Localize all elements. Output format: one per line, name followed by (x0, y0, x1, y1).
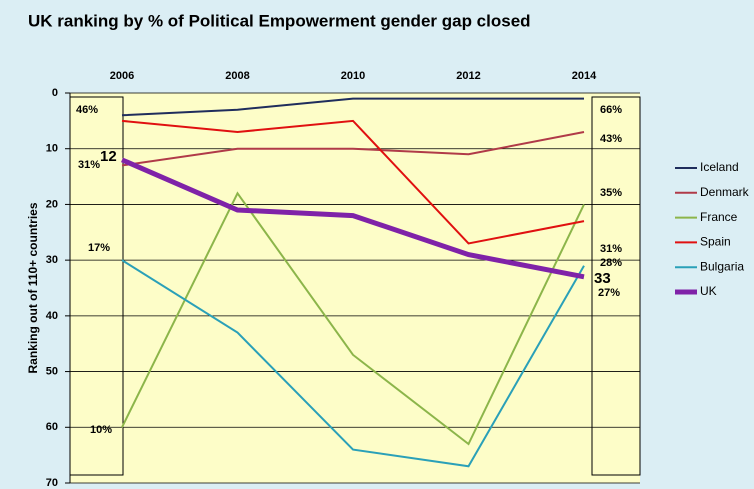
legend-label: Spain (700, 235, 731, 249)
y-tick-label: 10 (46, 143, 58, 155)
plot-area (70, 93, 640, 483)
annotation: 46% (76, 104, 98, 116)
series-line (121, 131, 585, 167)
x-tick-label: 2012 (456, 70, 480, 82)
x-tick-label: 2014 (572, 70, 597, 82)
x-tick-label: 2008 (225, 70, 249, 82)
y-tick-label: 0 (52, 87, 58, 99)
y-tick-label: 20 (46, 198, 58, 210)
legend-label: UK (700, 284, 717, 298)
x-tick-label: 2010 (341, 70, 365, 82)
annotation: 12 (100, 148, 117, 165)
series-line (121, 191, 585, 446)
legend-label: Iceland (700, 160, 739, 174)
annotation: 10% (90, 424, 112, 436)
y-axis-label: Ranking out of 110+ countries (26, 202, 40, 373)
annotation: 43% (600, 133, 622, 145)
y-tick-label: 60 (46, 421, 58, 433)
annotation: 31% (78, 159, 100, 171)
chart-title: UK ranking by % of Political Empowerment… (28, 11, 531, 30)
annotation: 27% (598, 287, 620, 299)
y-tick-label: 50 (46, 365, 58, 377)
y-tick-label: 30 (46, 254, 58, 266)
annotation: 33 (594, 270, 611, 287)
series-line (121, 157, 585, 280)
annotation: 17% (88, 242, 110, 254)
y-tick-label: 40 (46, 310, 58, 322)
right-box (591, 96, 641, 476)
series-line (121, 259, 585, 468)
annotation: 31% (600, 243, 622, 255)
x-tick-label: 2006 (110, 70, 134, 82)
series-line (121, 119, 585, 245)
annotation: 28% (600, 257, 622, 269)
legend-label: Bulgaria (700, 259, 744, 273)
series-line (121, 97, 584, 117)
legend-label: France (700, 210, 738, 224)
annotation: 66% (600, 104, 622, 116)
legend-label: Denmark (700, 185, 750, 199)
y-tick-label: 70 (46, 477, 58, 489)
annotation: 35% (600, 187, 622, 199)
